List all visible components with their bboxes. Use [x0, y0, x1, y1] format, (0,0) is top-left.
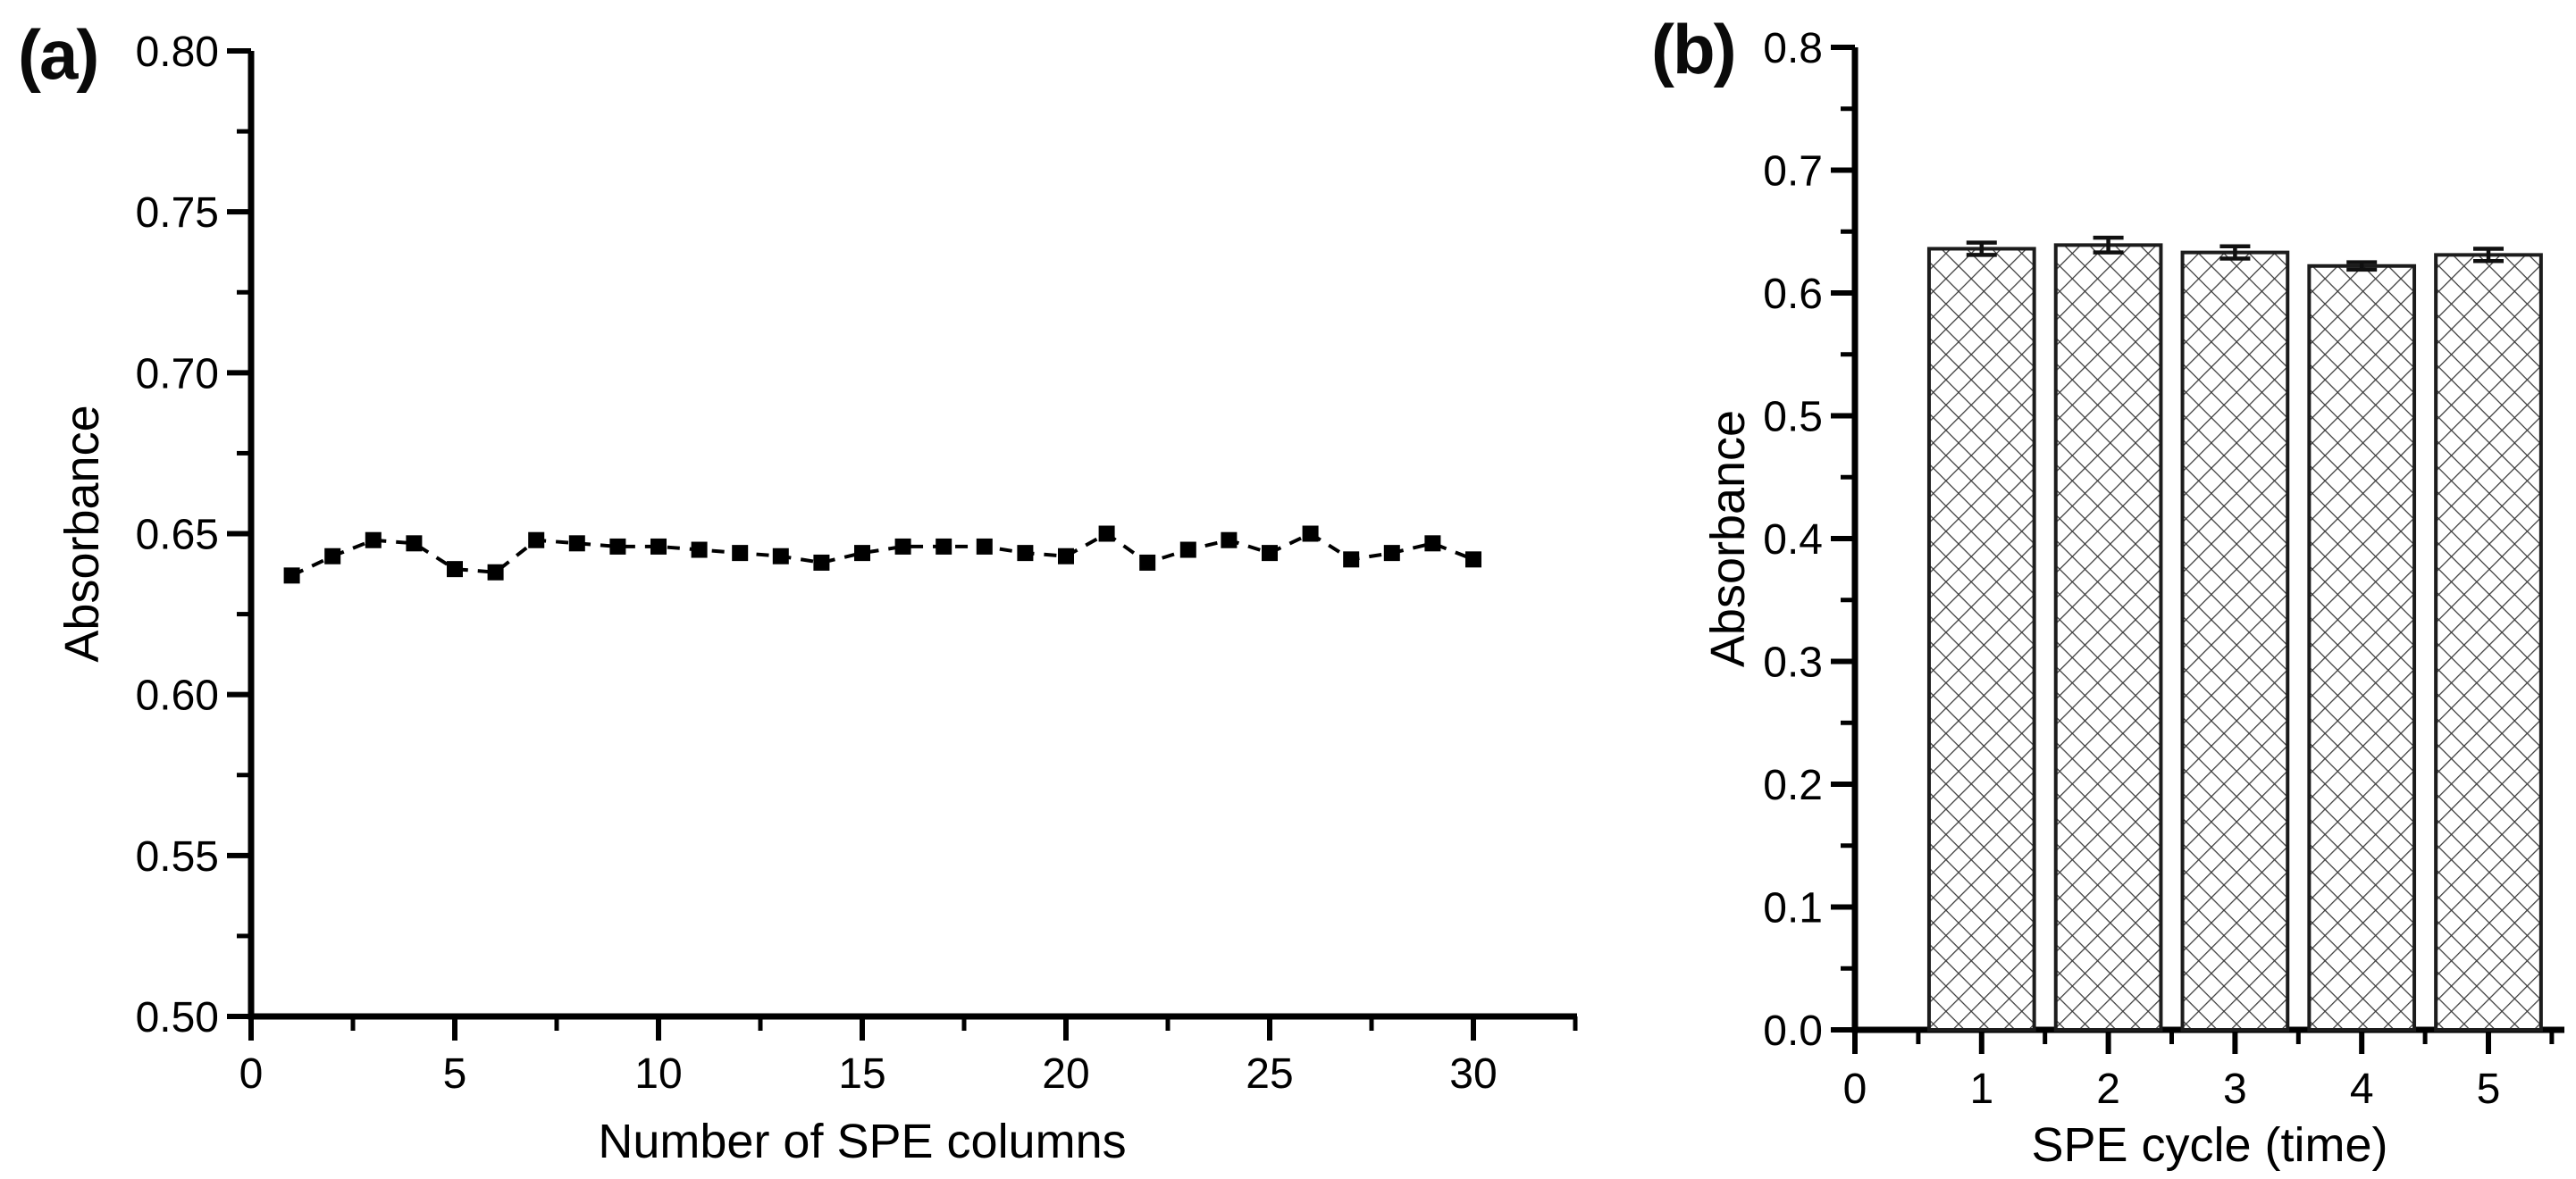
data-point-marker: [894, 538, 911, 555]
x-tick-label: 5: [443, 1050, 467, 1098]
y-tick-label: 0.75: [136, 189, 219, 237]
data-point-marker: [1017, 545, 1034, 562]
x-tick-label: 0: [1843, 1066, 1867, 1113]
panel-a-axes: [248, 51, 1577, 1020]
panel-a-y-axis-title: Absorbance: [55, 405, 109, 662]
x-tick-label: 3: [2223, 1066, 2247, 1113]
bar: [2053, 243, 2163, 1032]
data-point-marker: [813, 554, 830, 571]
y-tick-label: 0.65: [136, 512, 219, 559]
panel-a-label: (a): [18, 15, 99, 94]
x-tick-label: 1: [1969, 1066, 1993, 1113]
data-point-marker: [487, 564, 504, 581]
panel-a-chart: 0.50 0.55 0.60 0.65 0.70 0.75 0.80 0 5 10 15 20 25 30…: [55, 29, 1578, 1168]
y-tick-label: 0.1: [1763, 885, 1823, 932]
panel-b-y-axis-title: Absorbance: [1701, 410, 1755, 667]
data-point-marker: [650, 538, 667, 555]
series-line: [290, 531, 1474, 578]
data-point-marker: [732, 545, 749, 562]
panel-a-x-axis-title: Number of SPE columns: [598, 1115, 1126, 1168]
x-tick-label: 5: [2477, 1066, 2501, 1113]
y-tick-label: 0.55: [136, 833, 219, 881]
y-tick-label: 0.7: [1763, 148, 1823, 196]
panel-b-x-axis-title: SPE cycle (time): [2031, 1118, 2387, 1172]
data-point-marker: [324, 548, 341, 564]
x-tick-label: 30: [1449, 1050, 1497, 1098]
y-tick-label: 0.2: [1763, 762, 1823, 809]
x-tick-label: 2: [2096, 1066, 2120, 1113]
bar: [1926, 247, 2036, 1032]
data-point-marker: [1139, 554, 1156, 571]
bar: [2180, 250, 2290, 1032]
data-point-marker: [936, 538, 952, 555]
data-point-marker: [1179, 541, 1196, 558]
bar: [2434, 253, 2543, 1032]
data-point-marker: [1098, 525, 1115, 542]
data-point-marker: [528, 531, 545, 548]
y-tick-label: 0.60: [136, 673, 219, 720]
data-point-marker: [609, 538, 626, 555]
data-point-marker: [1058, 548, 1074, 564]
data-point-marker: [691, 541, 708, 558]
x-tick-label: 10: [634, 1050, 682, 1098]
data-point-marker: [1383, 545, 1400, 562]
data-point-marker: [1302, 525, 1319, 542]
panel-b-chart: 0.0 0.1 0.2 0.3 0.4 0.5 0.6 0.7 0.8 0 1 2 3 4 5 SPE cyc…: [1701, 25, 2564, 1172]
y-tick-label: 0.8: [1763, 25, 1823, 72]
y-tick-label: 0.80: [136, 29, 219, 76]
data-point-marker: [976, 538, 993, 555]
data-point-marker: [1221, 531, 1238, 548]
data-point-marker: [365, 531, 382, 548]
x-tick-label: 25: [1246, 1050, 1293, 1098]
x-tick-label: 20: [1042, 1050, 1089, 1098]
x-tick-label: 4: [2350, 1066, 2374, 1113]
bar: [2307, 263, 2417, 1032]
x-tick-label: 15: [838, 1050, 885, 1098]
data-point-marker: [1262, 545, 1278, 562]
data-point-marker: [854, 545, 870, 562]
data-point-marker: [772, 548, 789, 564]
panel-b-label: (b): [1651, 10, 1737, 88]
data-point-marker: [283, 567, 300, 584]
y-tick-label: 0.3: [1763, 640, 1823, 687]
x-tick-label: 0: [239, 1050, 264, 1098]
data-point-marker: [1424, 535, 1441, 552]
data-point-marker: [406, 535, 423, 552]
data-point-marker: [447, 561, 463, 578]
data-point-marker: [568, 535, 585, 552]
y-tick-label: 0.0: [1763, 1008, 1823, 1055]
y-tick-label: 0.6: [1763, 271, 1823, 318]
data-point-marker: [1465, 551, 1481, 568]
y-tick-label: 0.5: [1763, 394, 1823, 441]
y-tick-label: 0.4: [1763, 516, 1823, 564]
data-point-marker: [1343, 551, 1360, 568]
y-tick-label: 0.70: [136, 350, 219, 397]
y-tick-label: 0.50: [136, 994, 219, 1041]
